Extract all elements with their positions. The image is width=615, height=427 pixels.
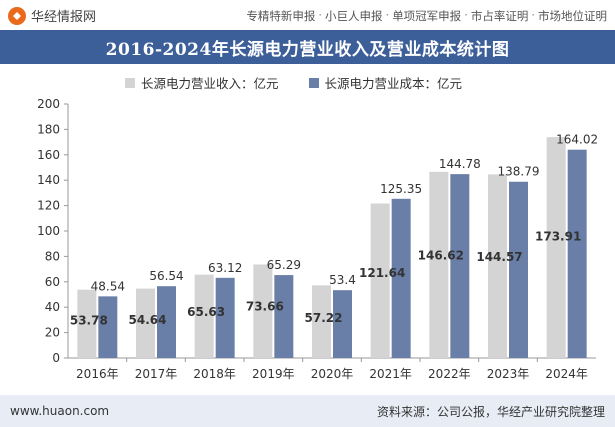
y-tick-label: 200 [37,97,60,111]
data-label-revenue: 144.57 [476,250,522,264]
bar-cost [509,181,528,358]
separator: · [531,8,535,22]
brand-logo-icon [8,6,26,25]
data-label-revenue: 65.63 [187,305,225,319]
legend-item-cost: 长源电力营业成本：亿元 [308,73,463,92]
bar-cost [98,296,118,358]
service-links: 专精特新申报 · 小巨人申报 · 单项冠军申报 · 市占率证明 · 市场地位证明 [246,8,607,24]
separator: · [464,8,468,22]
bar-revenue [77,289,97,358]
data-label-revenue: 53.78 [70,313,108,327]
bar-cost [157,286,176,358]
data-label-cost: 56.54 [149,269,183,283]
data-label-cost: 144.78 [439,157,481,171]
service-link[interactable]: 市场地位证明 [538,9,607,23]
footer-website[interactable]: www.huaon.com [10,404,110,418]
data-label-cost: 125.35 [380,182,422,196]
x-tick-label: 2024年 [545,367,588,381]
bar-revenue [312,285,331,358]
legend-label-revenue: 长源电力营业收入：亿元 [141,76,279,91]
bar-revenue [488,174,507,358]
brand-name: 华经情报网 [31,10,97,25]
x-tick-label: 2017年 [135,367,178,381]
x-tick-label: 2021年 [369,367,412,381]
data-label-cost: 138.79 [498,165,540,179]
separator: · [318,8,323,22]
legend-swatch-cost [308,77,319,88]
y-tick-label: 40 [45,300,60,314]
data-label-cost: 65.29 [267,258,301,272]
service-link[interactable]: 单项冠军申报 [392,9,462,23]
bar-revenue [429,171,449,358]
bar-cost [567,149,587,358]
footer-source: 资料来源：公司公报，华经产业研究院整理 [376,404,605,419]
x-tick-label: 2018年 [193,367,236,381]
x-tick-label: 2022年 [428,367,471,381]
bar-cost [333,290,352,358]
bar-cost [450,174,470,358]
title-bar: 2016-2024年长源电力营业收入及营业成本统计图 [0,30,615,64]
bar-revenue [136,288,155,358]
data-label-revenue: 73.66 [246,300,284,314]
chart-title: 2016-2024年长源电力营业收入及营业成本统计图 [105,39,510,60]
x-tick-label: 2020年 [311,367,354,381]
service-link[interactable]: 市占率证明 [470,9,529,23]
y-tick-label: 120 [37,199,60,213]
bar-chart: 0 20 40 60 80 100 120 140 160 180 200 2016年 53.78 48.… [37,97,598,381]
y-tick-label: 160 [37,148,60,162]
bar-revenue [370,203,390,358]
legend-label-cost: 长源电力营业成本：亿元 [324,76,463,91]
footer: www.huaon.com 资料来源：公司公报，华经产业研究院整理 [0,395,615,427]
legend-item-revenue: 长源电力营业收入：亿元 [125,73,279,92]
y-tick-label: 20 [45,326,60,340]
data-label-revenue: 57.22 [305,311,343,325]
bar-cost [391,198,411,358]
service-link[interactable]: 专精特新申报 [246,9,316,23]
y-tick-label: 180 [37,122,60,136]
y-tick-label: 0 [52,351,60,365]
service-link[interactable]: 小巨人申报 [325,9,383,23]
bar-revenue [546,137,566,358]
data-label-revenue: 146.62 [418,249,464,263]
data-label-revenue: 121.64 [359,266,405,280]
data-label-cost: 63.12 [208,261,242,275]
data-label-cost: 48.54 [91,279,125,293]
data-label-revenue: 54.64 [129,313,167,327]
y-tick-label: 80 [45,249,60,263]
data-label-cost: 164.02 [556,133,598,147]
brand[interactable]: 华经情报网 [8,6,96,25]
data-label-revenue: 173.91 [535,230,581,244]
bar-cost [215,277,235,358]
legend-swatch-revenue [125,77,135,88]
data-label-cost: 53.4 [329,273,356,287]
y-tick-label: 100 [37,224,60,238]
y-tick-label: 60 [45,275,60,289]
x-tick-label: 2023年 [487,367,530,381]
bar-revenue [194,274,214,358]
bar-cost [274,275,294,358]
separator: · [385,8,390,22]
y-tick-label: 140 [37,173,60,187]
chart-legend: 长源电力营业收入：亿元 长源电力营业成本：亿元 [125,73,462,92]
top-bar: 华经情报网 专精特新申报 · 小巨人申报 · 单项冠军申报 · 市占率证明 · … [0,0,615,30]
x-tick-label: 2016年 [76,367,119,381]
x-tick-label: 2019年 [252,367,295,381]
bar-revenue [253,264,273,358]
